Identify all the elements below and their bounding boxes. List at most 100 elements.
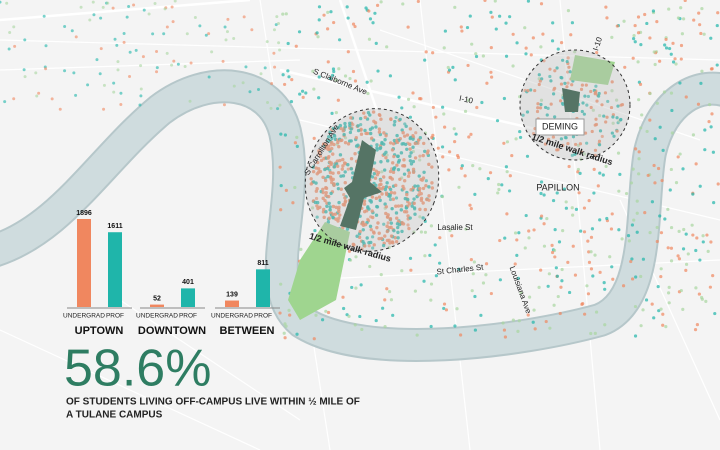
- student-dot: [683, 0, 687, 3]
- student-dot: [564, 200, 568, 204]
- student-dot: [385, 287, 389, 291]
- student-dot: [516, 329, 520, 333]
- student-dot: [527, 236, 531, 240]
- student-dot: [384, 211, 388, 216]
- student-dot: [669, 225, 674, 230]
- student-dot: [374, 169, 378, 173]
- student-dot: [309, 182, 314, 186]
- student-dot: [429, 298, 433, 302]
- student-dot: [386, 221, 390, 225]
- student-dot: [400, 106, 404, 110]
- student-dot: [582, 230, 587, 234]
- student-dot: [363, 128, 367, 133]
- student-dot: [92, 13, 96, 17]
- student-dot: [517, 319, 521, 323]
- student-dot: [345, 5, 349, 9]
- student-dot: [550, 243, 554, 247]
- student-dot: [283, 133, 288, 137]
- student-dot: [451, 65, 455, 69]
- student-dot: [595, 50, 599, 55]
- student-dot: [542, 59, 546, 63]
- student-dot: [661, 312, 665, 316]
- student-dot: [419, 230, 424, 234]
- student-dot: [474, 54, 479, 59]
- street-label: DEMING: [542, 121, 578, 131]
- student-dot: [395, 163, 399, 167]
- student-dot: [597, 91, 601, 96]
- student-dot: [58, 107, 62, 111]
- student-dot: [282, 331, 286, 335]
- student-dot: [367, 9, 371, 13]
- student-dot: [283, 322, 287, 326]
- student-dot: [513, 231, 518, 235]
- student-dot: [324, 143, 328, 147]
- student-dot: [369, 131, 373, 136]
- student-dot: [556, 294, 560, 299]
- student-dot: [668, 46, 672, 51]
- student-dot: [418, 158, 422, 162]
- student-dot: [669, 52, 673, 56]
- student-dot: [546, 106, 550, 110]
- student-dot: [495, 119, 500, 123]
- student-dot: [715, 63, 719, 67]
- student-dot: [418, 154, 422, 158]
- student-dot: [361, 228, 365, 232]
- student-dot: [326, 310, 331, 315]
- student-dot: [313, 228, 317, 233]
- student-dot: [661, 148, 665, 152]
- student-dot: [377, 130, 382, 134]
- student-dot: [207, 32, 211, 36]
- student-dot: [578, 171, 582, 176]
- student-dot: [418, 215, 422, 219]
- student-dot: [471, 272, 475, 276]
- student-dot: [591, 274, 595, 278]
- student-dot: [277, 41, 281, 45]
- student-dot: [402, 134, 407, 138]
- student-dot: [390, 206, 394, 211]
- student-dot: [207, 75, 211, 79]
- student-dot: [354, 255, 358, 259]
- student-dot: [411, 145, 415, 149]
- student-dot: [380, 192, 384, 196]
- student-dot: [643, 210, 647, 215]
- student-dot: [384, 185, 389, 189]
- student-dot: [147, 12, 151, 16]
- student-dot: [526, 89, 530, 93]
- student-dot: [287, 75, 291, 79]
- student-dot: [496, 191, 500, 195]
- student-dot: [692, 18, 696, 22]
- student-dot: [591, 108, 595, 112]
- student-dot: [698, 23, 702, 27]
- student-dot: [22, 68, 26, 72]
- student-dot: [408, 147, 412, 151]
- student-dot: [661, 323, 665, 327]
- student-dot: [278, 165, 282, 169]
- student-dot: [315, 172, 319, 176]
- student-dot: [363, 222, 368, 227]
- student-dot: [679, 57, 683, 61]
- student-dot: [388, 197, 393, 202]
- student-dot: [210, 50, 214, 54]
- student-dot: [351, 22, 356, 26]
- student-dot: [505, 212, 509, 216]
- student-dot: [416, 138, 421, 142]
- student-dot: [584, 83, 588, 87]
- student-dot: [101, 5, 105, 9]
- student-dot: [338, 153, 343, 157]
- student-dot: [279, 208, 283, 212]
- student-dot: [401, 131, 405, 135]
- student-dot: [324, 185, 328, 190]
- student-dot: [400, 229, 404, 234]
- student-dot: [394, 183, 398, 188]
- student-dot: [446, 65, 450, 70]
- value-label: 811: [257, 260, 268, 267]
- student-dot: [632, 218, 636, 222]
- student-dot: [442, 112, 446, 116]
- student-dot: [593, 123, 597, 127]
- student-dot: [391, 161, 395, 165]
- student-dot: [598, 114, 602, 118]
- student-dot: [242, 15, 246, 19]
- student-dot: [354, 144, 359, 148]
- student-dot: [422, 141, 426, 146]
- student-dot: [395, 222, 400, 226]
